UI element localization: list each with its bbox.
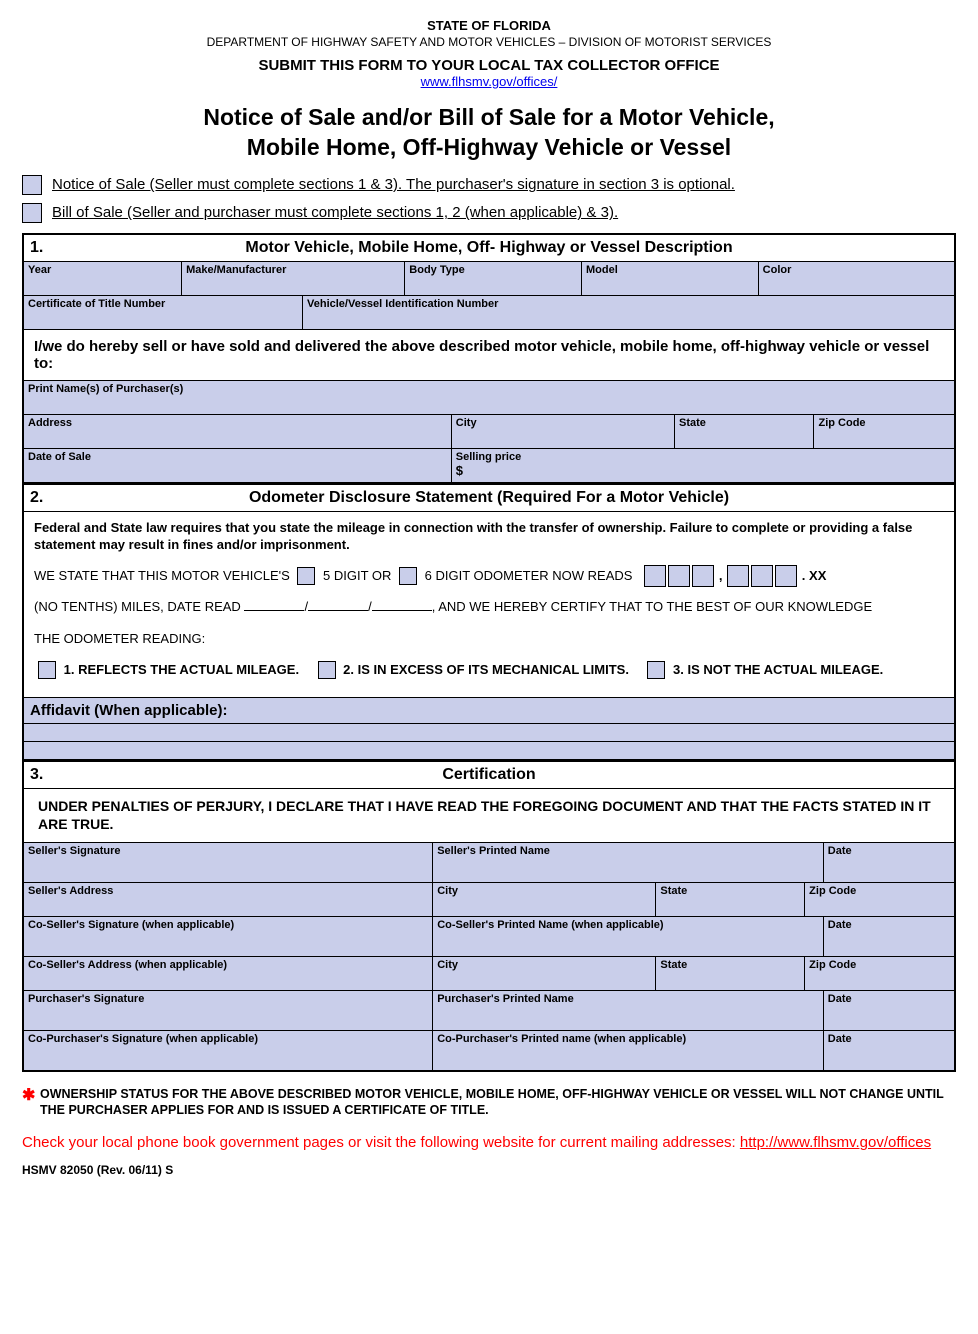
purchaser-date-field[interactable]: Date <box>824 991 954 1030</box>
title-line-2: Mobile Home, Off-Highway Vehicle or Vess… <box>247 134 731 160</box>
sale-declaration: I/we do hereby sell or have sold and del… <box>24 330 954 381</box>
sale-details-row: Date of Sale Selling price$ <box>24 449 954 483</box>
not-actual-checkbox[interactable] <box>647 661 665 679</box>
coseller-city-field[interactable]: City <box>433 957 656 990</box>
footer-mailing: Check your local phone book government p… <box>22 1132 956 1153</box>
bill-label: Bill of Sale (Seller and purchaser must … <box>52 204 618 221</box>
purchaser-printed-name-field[interactable]: Purchaser's Printed Name <box>433 991 824 1030</box>
purchaser-signature-field[interactable]: Purchaser's Signature <box>24 991 433 1030</box>
purchaser-sig-row: Purchaser's Signature Purchaser's Printe… <box>24 991 954 1031</box>
offices-link[interactable]: www.flhsmv.gov/offices/ <box>421 74 558 89</box>
coseller-date-field[interactable]: Date <box>824 917 954 956</box>
form-id: HSMV 82050 (Rev. 06/11) S <box>22 1163 956 1177</box>
form-header: STATE OF FLORIDA DEPARTMENT OF HIGHWAY S… <box>22 18 956 163</box>
seller-zip-field[interactable]: Zip Code <box>805 883 954 916</box>
odometer-digit[interactable] <box>775 565 797 587</box>
date-of-sale-field[interactable]: Date of Sale <box>24 449 452 482</box>
odometer-digit[interactable] <box>644 565 666 587</box>
coseller-zip-field[interactable]: Zip Code <box>805 957 954 990</box>
asterisk-icon: ✱ <box>22 1086 35 1107</box>
seller-sig-row: Seller's Signature Seller's Printed Name… <box>24 843 954 883</box>
vin-field[interactable]: Vehicle/Vessel Identification Number <box>303 296 954 329</box>
address-field[interactable]: Address <box>24 415 452 448</box>
excess-limits-checkbox[interactable] <box>318 661 336 679</box>
model-field[interactable]: Model <box>582 262 759 295</box>
copurchaser-printed-name-field[interactable]: Co-Purchaser's Printed name (when applic… <box>433 1031 824 1070</box>
make-field[interactable]: Make/Manufacturer <box>182 262 405 295</box>
odometer-reading-line: WE STATE THAT THIS MOTOR VEHICLE'S 5 DIG… <box>34 564 944 588</box>
section-1-title: Motor Vehicle, Mobile Home, Off- Highway… <box>150 239 948 257</box>
body-field[interactable]: Body Type <box>405 262 582 295</box>
section-2-title: Odometer Disclosure Statement (Required … <box>150 489 948 507</box>
zip-field[interactable]: Zip Code <box>814 415 954 448</box>
vehicle-desc-row-2: Certificate of Title Number Vehicle/Vess… <box>24 296 954 330</box>
certification-declaration: UNDER PENALTIES OF PERJURY, I DECLARE TH… <box>24 789 954 842</box>
odometer-options: 1. REFLECTS THE ACTUAL MILEAGE. 2. IS IN… <box>34 658 944 681</box>
year-field[interactable]: Year <box>24 262 182 295</box>
footer-link[interactable]: http://www.flhsmv.gov/offices <box>740 1134 931 1151</box>
date-read-month[interactable] <box>244 597 304 611</box>
odometer-digit[interactable] <box>692 565 714 587</box>
odometer-digit[interactable] <box>727 565 749 587</box>
bill-checkbox[interactable] <box>22 203 42 223</box>
section-1-header: 1. Motor Vehicle, Mobile Home, Off- High… <box>24 235 954 262</box>
odometer-digit[interactable] <box>668 565 690 587</box>
copurchaser-sig-row: Co-Purchaser's Signature (when applicabl… <box>24 1031 954 1070</box>
cert-title-field[interactable]: Certificate of Title Number <box>24 296 303 329</box>
copurchaser-date-field[interactable]: Date <box>824 1031 954 1070</box>
selling-price-field[interactable]: Selling price$ <box>452 449 954 482</box>
ownership-footnote: ✱ OWNERSHIP STATUS FOR THE ABOVE DESCRIB… <box>22 1086 956 1119</box>
title-line-1: Notice of Sale and/or Bill of Sale for a… <box>203 104 774 130</box>
odometer-date-line: (NO TENTHS) MILES, DATE READ //, AND WE … <box>34 595 944 618</box>
coseller-address-row: Co-Seller's Address (when applicable) Ci… <box>24 957 954 991</box>
coseller-printed-name-field[interactable]: Co-Seller's Printed Name (when applicabl… <box>433 917 824 956</box>
notice-of-sale-row: Notice of Sale (Seller must complete sec… <box>22 175 956 195</box>
state-line: STATE OF FLORIDA <box>22 18 956 33</box>
coseller-sig-row: Co-Seller's Signature (when applicable) … <box>24 917 954 957</box>
color-field[interactable]: Color <box>759 262 954 295</box>
purchaser-address-row: Address City State Zip Code <box>24 415 954 449</box>
seller-address-row: Seller's Address City State Zip Code <box>24 883 954 917</box>
section-1-num: 1. <box>30 239 150 257</box>
coseller-address-field[interactable]: Co-Seller's Address (when applicable) <box>24 957 433 990</box>
form-title: Notice of Sale and/or Bill of Sale for a… <box>22 103 956 163</box>
bill-of-sale-row: Bill of Sale (Seller and purchaser must … <box>22 203 956 223</box>
affidavit-header: Affidavit (When applicable): <box>24 697 954 724</box>
form-body: 1. Motor Vehicle, Mobile Home, Off- High… <box>22 233 956 1072</box>
date-read-day[interactable] <box>308 597 368 611</box>
date-read-year[interactable] <box>372 597 432 611</box>
odometer-digit[interactable] <box>751 565 773 587</box>
section-3-header: 3. Certification <box>24 760 954 789</box>
section-2-num: 2. <box>30 489 150 507</box>
notice-checkbox[interactable] <box>22 175 42 195</box>
seller-state-field[interactable]: State <box>656 883 805 916</box>
odometer-body: Federal and State law requires that you … <box>24 512 954 698</box>
six-digit-checkbox[interactable] <box>399 567 417 585</box>
notice-label: Notice of Sale (Seller must complete sec… <box>52 176 735 193</box>
city-field[interactable]: City <box>452 415 675 448</box>
purchaser-name-field[interactable]: Print Name(s) of Purchaser(s) <box>24 381 954 414</box>
coseller-state-field[interactable]: State <box>656 957 805 990</box>
purchaser-name-row: Print Name(s) of Purchaser(s) <box>24 381 954 415</box>
seller-signature-field[interactable]: Seller's Signature <box>24 843 433 882</box>
seller-printed-name-field[interactable]: Seller's Printed Name <box>433 843 824 882</box>
coseller-signature-field[interactable]: Co-Seller's Signature (when applicable) <box>24 917 433 956</box>
odometer-reading-label: THE ODOMETER READING: <box>34 627 944 650</box>
affidavit-line-1[interactable] <box>24 724 954 742</box>
odometer-law: Federal and State law requires that you … <box>34 520 944 554</box>
actual-mileage-checkbox[interactable] <box>38 661 56 679</box>
seller-city-field[interactable]: City <box>433 883 656 916</box>
vehicle-desc-row-1: Year Make/Manufacturer Body Type Model C… <box>24 262 954 296</box>
section-3-title: Certification <box>30 766 948 784</box>
five-digit-checkbox[interactable] <box>297 567 315 585</box>
section-2-header: 2. Odometer Disclosure Statement (Requir… <box>24 483 954 512</box>
state-field[interactable]: State <box>675 415 815 448</box>
dept-line: DEPARTMENT OF HIGHWAY SAFETY AND MOTOR V… <box>22 35 956 49</box>
submit-line: SUBMIT THIS FORM TO YOUR LOCAL TAX COLLE… <box>22 57 956 74</box>
copurchaser-signature-field[interactable]: Co-Purchaser's Signature (when applicabl… <box>24 1031 433 1070</box>
seller-address-field[interactable]: Seller's Address <box>24 883 433 916</box>
section-3-num: 3. <box>30 766 60 784</box>
affidavit-line-2[interactable] <box>24 742 954 760</box>
seller-date-field[interactable]: Date <box>824 843 954 882</box>
